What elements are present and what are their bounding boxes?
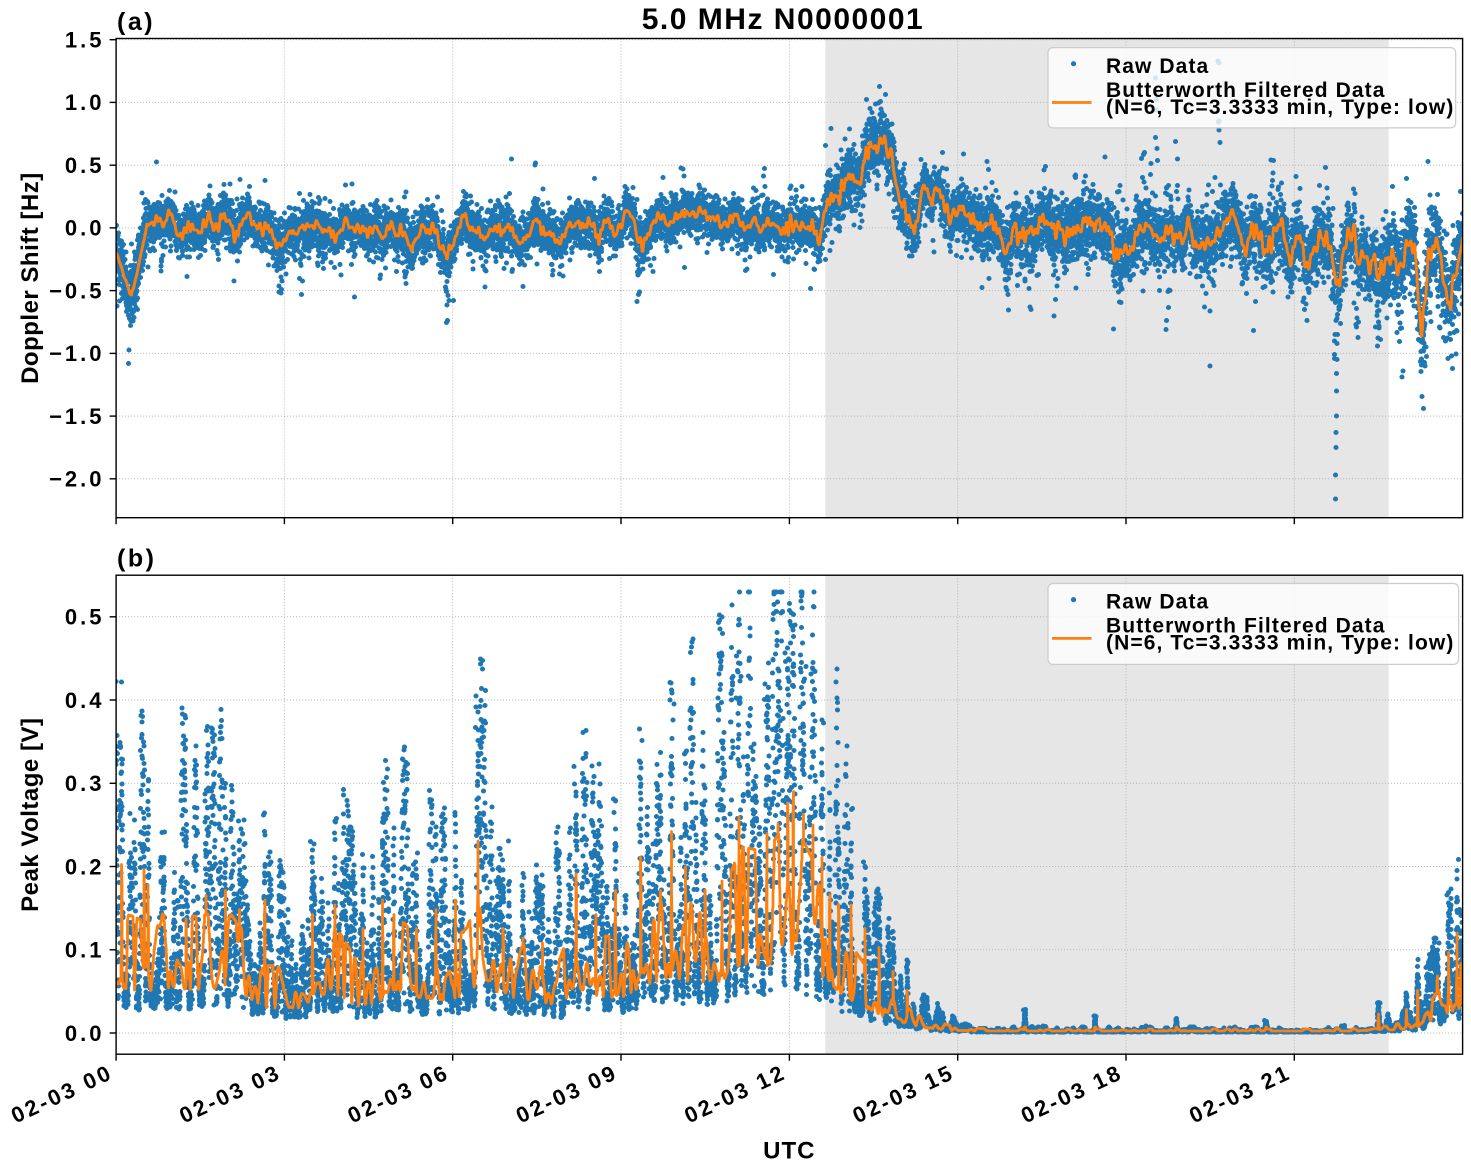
svg-text:(N=6, Tc=3.3333 min, Type: low: (N=6, Tc=3.3333 min, Type: low) (1106, 96, 1454, 119)
svg-text:0.2: 0.2 (65, 854, 105, 879)
svg-text:UTC: UTC (763, 1138, 815, 1165)
svg-text:−0.5: −0.5 (49, 278, 104, 303)
svg-text:(N=6, Tc=3.3333 min, Type: low: (N=6, Tc=3.3333 min, Type: low) (1106, 632, 1454, 655)
svg-text:−2.0: −2.0 (49, 467, 104, 492)
svg-text:Butterworth Filtered Data: Butterworth Filtered Data (1106, 79, 1386, 102)
svg-text:Doppler Shift [Hz]: Doppler Shift [Hz] (17, 172, 44, 384)
svg-text:(a): (a) (117, 8, 155, 36)
svg-text:0.4: 0.4 (65, 688, 105, 713)
svg-text:1.5: 1.5 (65, 28, 105, 53)
svg-text:Raw Data: Raw Data (1106, 591, 1209, 614)
svg-text:5.0 MHz N0000001: 5.0 MHz N0000001 (642, 3, 925, 36)
svg-text:0.1: 0.1 (65, 938, 105, 963)
svg-text:Peak Voltage [V]: Peak Voltage [V] (17, 718, 44, 912)
svg-text:0.0: 0.0 (65, 216, 105, 241)
svg-text:1.0: 1.0 (65, 90, 105, 115)
svg-text:0.5: 0.5 (65, 153, 105, 178)
svg-text:−1.0: −1.0 (49, 341, 104, 366)
svg-text:0.5: 0.5 (65, 605, 105, 630)
svg-text:0.3: 0.3 (65, 771, 105, 796)
svg-text:Butterworth Filtered Data: Butterworth Filtered Data (1106, 615, 1386, 638)
svg-text:−1.5: −1.5 (49, 404, 104, 429)
svg-text:(b): (b) (117, 544, 156, 572)
svg-text:Raw Data: Raw Data (1106, 55, 1209, 78)
svg-text:0.0: 0.0 (65, 1021, 105, 1046)
